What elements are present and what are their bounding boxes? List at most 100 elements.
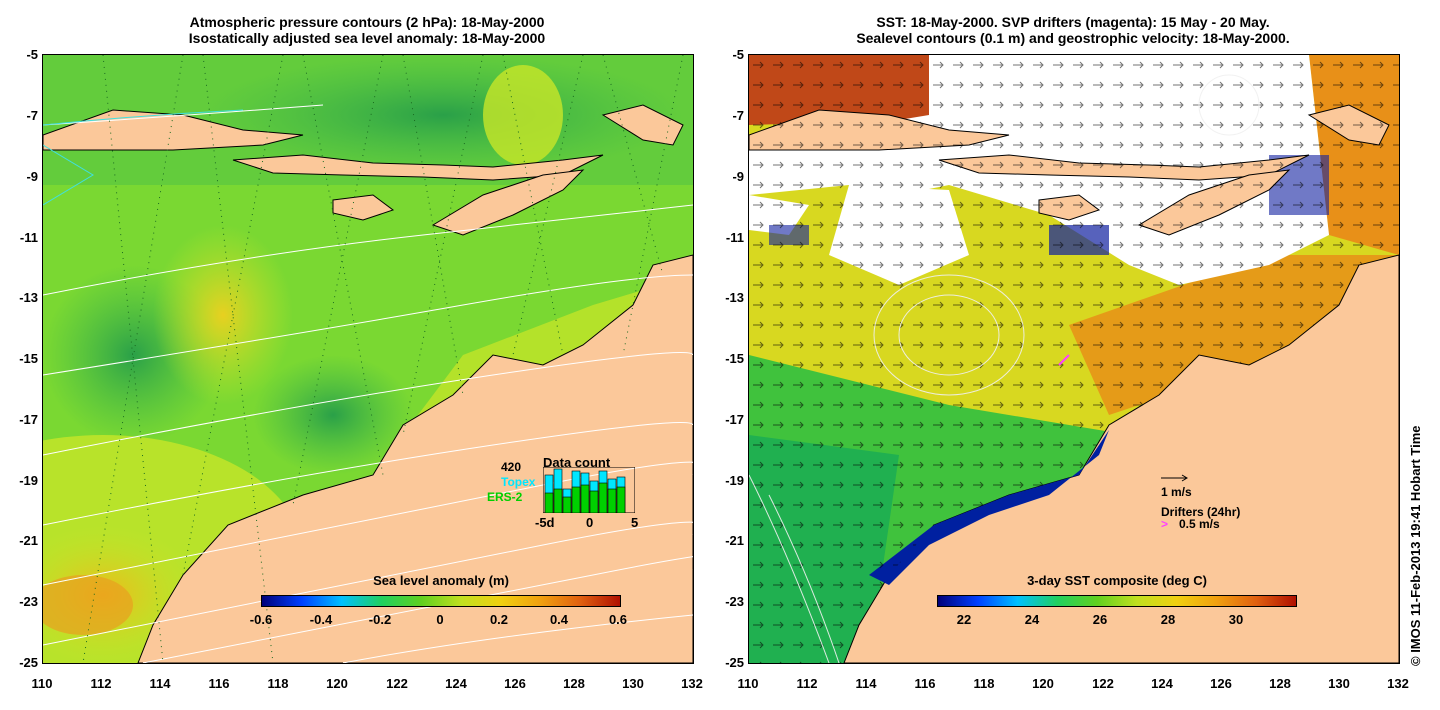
right-ytick: -15 [725, 351, 744, 366]
left-xtick: 124 [445, 676, 467, 691]
left-colorbar [261, 595, 621, 607]
ers-bar [562, 496, 572, 513]
right-cbar-tick: 22 [956, 612, 972, 627]
left-ytick: -7 [26, 108, 38, 123]
right-xtick: 122 [1092, 676, 1114, 691]
drifters-label: Drifters (24hr) [1161, 505, 1241, 519]
right-ytick: -11 [725, 230, 744, 245]
right-velocity-arrows [749, 55, 1399, 663]
left-xtick: 112 [90, 676, 112, 691]
right-ytick: -13 [725, 290, 744, 305]
left-xtick: 132 [681, 676, 703, 691]
right-cbar-tick: 24 [1024, 612, 1040, 627]
ers-bar [553, 488, 563, 513]
right-xtick: 130 [1328, 676, 1350, 691]
left-ytick: -23 [19, 594, 38, 609]
right-xtick: 112 [796, 676, 818, 691]
right-xtick: 118 [973, 676, 995, 691]
right-ytick: -19 [725, 473, 744, 488]
left-australia-land [137, 254, 693, 663]
left-cbar-tick: -0.2 [368, 612, 392, 627]
left-java-island [43, 109, 304, 151]
ers-bar [589, 490, 599, 513]
left-cbar-tick: 0 [436, 612, 444, 627]
right-ytick: -21 [725, 533, 744, 548]
inset-count-label: 420 [501, 460, 522, 474]
left-xtick: 114 [149, 676, 171, 691]
right-title: SST: 18-May-2000. SVP drifters (magenta)… [748, 14, 1398, 46]
right-xtick: 114 [855, 676, 877, 691]
ers-bar [616, 486, 626, 513]
ers-bar [571, 486, 581, 513]
right-xtick: 128 [1269, 676, 1291, 691]
scale-arrow [1161, 474, 1188, 482]
right-map [749, 55, 1399, 663]
left-northeast-islands [601, 104, 684, 146]
left-cbar-tick: -0.4 [309, 612, 333, 627]
right-ytick: -7 [732, 108, 744, 123]
left-xtick: 122 [386, 676, 408, 691]
left-ytick: -19 [19, 473, 38, 488]
left-cbar-tick: 0.4 [549, 612, 569, 627]
inset-topex-label: Topex [501, 475, 536, 489]
left-ytick: -17 [19, 412, 38, 427]
left-ytick: -15 [19, 351, 38, 366]
right-xtick: 110 [737, 676, 759, 691]
left-xtick: 130 [622, 676, 644, 691]
left-colorbar-label: Sea level anomaly (m) [373, 573, 509, 588]
right-title-line2: Sealevel contours (0.1 m) and geostrophi… [856, 30, 1290, 46]
left-xtick: 116 [208, 676, 230, 691]
right-colorbar [937, 595, 1297, 607]
inset-tick-end: 5 [631, 515, 639, 530]
right-ytick: -17 [725, 412, 744, 427]
right-map-panel: 1 m/s Drifters (24hr) > 0.5 m/s 3-day SS… [748, 54, 1400, 664]
drifters-scale: 0.5 m/s [1179, 517, 1220, 531]
left-ytick: -21 [19, 533, 38, 548]
right-xtick: 116 [914, 676, 936, 691]
left-ytick: -11 [19, 230, 38, 245]
left-timor-island [431, 169, 585, 236]
inset-tick-zero: 0 [586, 515, 594, 530]
left-cbar-tick: 0.6 [608, 612, 628, 627]
left-title: Atmospheric pressure contours (2 hPa): 1… [42, 14, 692, 46]
inset-ers-label: ERS-2 [487, 490, 523, 504]
right-ytick: -5 [732, 47, 744, 62]
right-ytick: -9 [732, 169, 744, 184]
ers-bar [598, 482, 608, 513]
left-ytick: -25 [19, 655, 38, 670]
right-colorbar-label: 3-day SST composite (deg C) [1027, 573, 1207, 588]
drifters-arrow-icon: > [1161, 517, 1169, 531]
left-ytick: -9 [26, 169, 38, 184]
scale-label: 1 m/s [1161, 485, 1192, 499]
left-title-line1: Atmospheric pressure contours (2 hPa): 1… [189, 14, 545, 30]
left-title-line2: Isostatically adjusted sea level anomaly… [188, 30, 546, 46]
inset-title: Data count [543, 455, 611, 470]
left-xtick: 110 [31, 676, 53, 691]
right-title-line1: SST: 18-May-2000. SVP drifters (magenta)… [876, 14, 1270, 30]
left-map [43, 55, 693, 663]
right-sealevel-contours [749, 74, 1260, 663]
left-cbar-tick: 0.2 [489, 612, 509, 627]
inset-tick-start: -5d [535, 515, 555, 530]
right-ytick: -25 [725, 655, 744, 670]
left-track-lines [82, 55, 684, 663]
left-sumba-island [332, 194, 395, 221]
right-xtick: 124 [1151, 676, 1173, 691]
left-xtick: 120 [326, 676, 348, 691]
ers-bar [544, 492, 554, 513]
left-xtick: 126 [504, 676, 526, 691]
ers-bar [580, 484, 590, 513]
left-cbar-tick: -0.6 [249, 612, 273, 627]
left-pressure-contours [43, 104, 693, 663]
right-cbar-tick: 26 [1092, 612, 1108, 627]
right-xtick: 120 [1032, 676, 1054, 691]
right-ytick: -23 [725, 594, 744, 609]
inset-histogram [543, 467, 635, 513]
ers-bar [607, 488, 617, 513]
right-cbar-tick: 30 [1228, 612, 1244, 627]
copyright-label: © IMOS 11-Feb-2013 19:41 Hobart Time [1408, 425, 1423, 666]
left-map-panel: 420 Topex ERS-2 Data count -5d 0 5 [42, 54, 694, 664]
right-cbar-tick: 28 [1160, 612, 1176, 627]
left-ytick: -5 [26, 47, 38, 62]
right-xtick: 126 [1210, 676, 1232, 691]
